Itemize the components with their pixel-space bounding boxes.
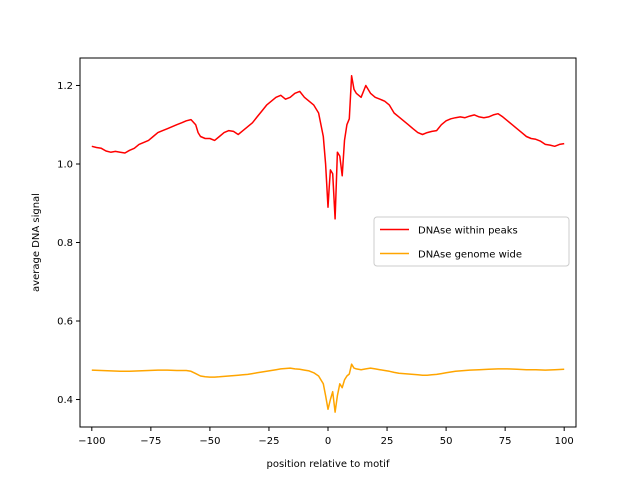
series-line-0 xyxy=(91,74,565,220)
x-tick-label: 0 xyxy=(325,436,331,447)
x-tick-label: 75 xyxy=(499,436,512,447)
y-tick-label: 0.6 xyxy=(57,317,73,328)
x-tick-label: −50 xyxy=(199,436,220,447)
x-tick-label: −100 xyxy=(78,436,105,447)
legend-box xyxy=(373,216,570,267)
y-axis: 0.4 0.6 0.8 1.0 1.2 xyxy=(57,81,80,406)
x-tick-label: 50 xyxy=(440,436,453,447)
legend-label-genome: DNAse genome wide xyxy=(418,250,522,261)
y-tick-label: 1.2 xyxy=(57,81,73,92)
plot-area xyxy=(91,74,565,413)
x-axis: −100 −75 −50 −25 0 25 50 75 100 xyxy=(78,427,574,447)
y-tick-label: 1.0 xyxy=(57,159,73,170)
x-tick-label: 25 xyxy=(381,436,394,447)
series-line-1 xyxy=(91,363,565,413)
x-tick-label: −75 xyxy=(140,436,161,447)
legend: DNAse within peaks DNAse genome wide xyxy=(373,216,570,267)
y-axis-label: average DNA signal xyxy=(31,193,42,292)
legend-label-peaks: DNAse within peaks xyxy=(418,226,518,237)
y-tick-label: 0.4 xyxy=(57,395,73,406)
y-tick-label: 0.8 xyxy=(57,238,73,249)
x-tick-label: 100 xyxy=(555,436,574,447)
x-tick-label: −25 xyxy=(258,436,279,447)
x-axis-label: position relative to motif xyxy=(267,459,390,470)
